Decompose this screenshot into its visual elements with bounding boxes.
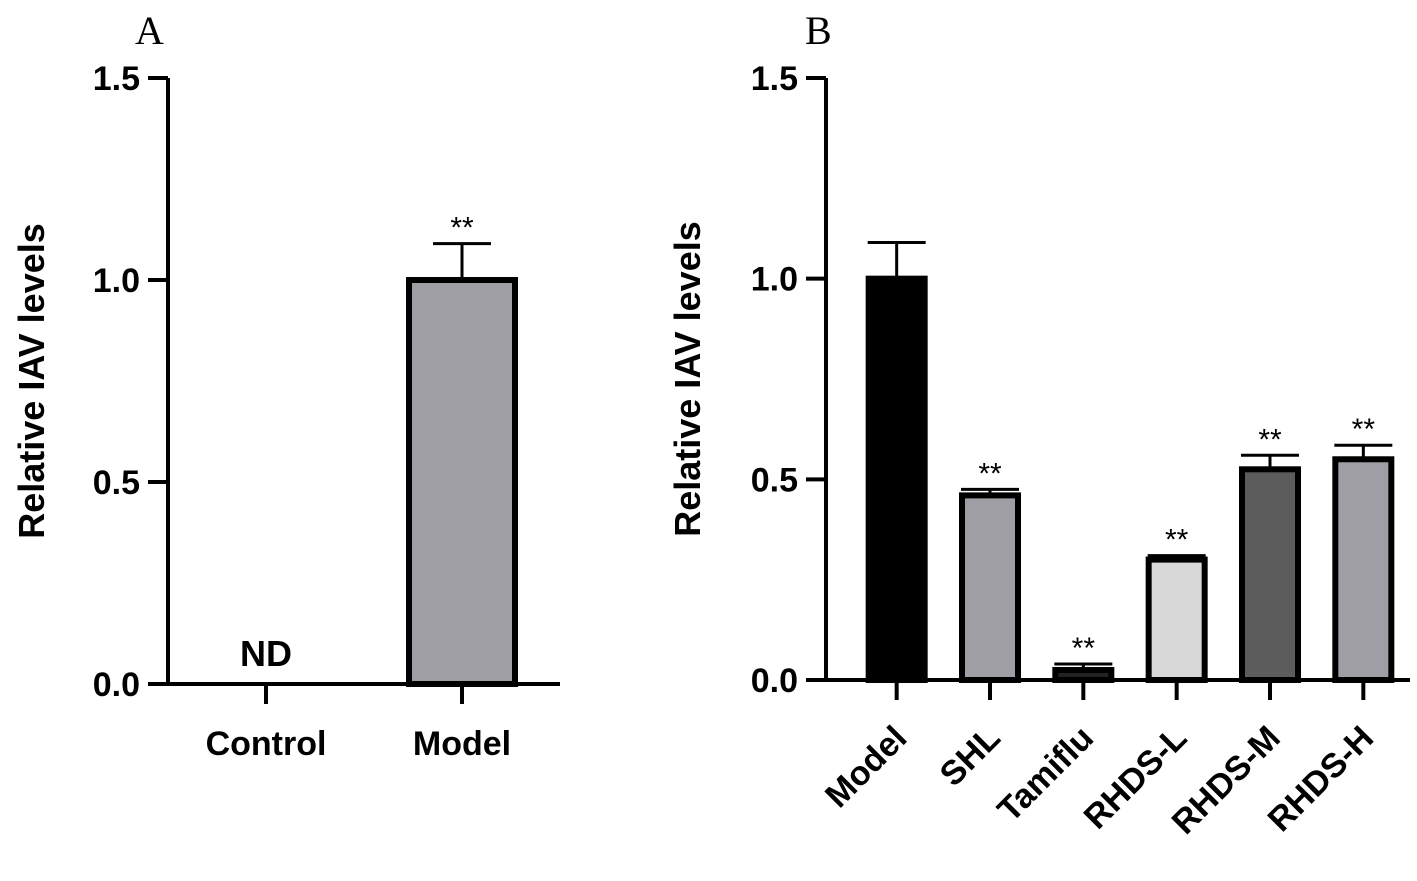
significance-label: ** — [1072, 632, 1096, 665]
y-tick-label: 0.0 — [93, 666, 140, 704]
y-tick-label: 0.0 — [751, 662, 798, 700]
x-tick-label: Control — [206, 725, 327, 763]
bar-tamiflu — [1052, 666, 1115, 684]
significance-label: ** — [450, 212, 474, 245]
y-tick-label: 1.0 — [93, 262, 140, 300]
significance-label: ** — [978, 457, 1002, 490]
bar-rhds-m — [1239, 466, 1301, 683]
bar-rhds-l — [1145, 556, 1208, 683]
y-axis-label: Relative IAV levels — [11, 223, 52, 539]
bar-model — [865, 275, 928, 683]
panel-a-chart: A Relative IAV levels 0.0 0.5 1.0 1.5 ND Contr… — [11, 8, 560, 763]
panel-b-letter: B — [805, 8, 832, 53]
not-detected-label: ND — [240, 633, 292, 674]
x-tick-label: Model — [413, 725, 511, 763]
significance-label: ** — [1352, 413, 1376, 446]
bar-model — [406, 277, 518, 687]
y-axis-label: Relative IAV levels — [667, 221, 708, 537]
panel-b-chart: B Relative IAV levels 0.0 0.5 1.0 1.5 Model **… — [667, 8, 1410, 842]
x-tick-label: SHL — [933, 719, 1008, 794]
significance-label: ** — [1258, 423, 1282, 456]
bar-shl — [959, 492, 1021, 683]
panel-a-letter: A — [135, 8, 164, 53]
y-tick-label: 0.5 — [93, 464, 140, 502]
y-tick-label: 0.5 — [751, 461, 798, 499]
bar-rhds-h — [1332, 456, 1395, 683]
y-tick-label: 1.5 — [751, 60, 798, 98]
x-tick-label: Model — [818, 719, 914, 815]
significance-label: ** — [1165, 524, 1189, 557]
y-tick-label: 1.5 — [93, 60, 140, 98]
y-tick-label: 1.0 — [751, 261, 798, 299]
